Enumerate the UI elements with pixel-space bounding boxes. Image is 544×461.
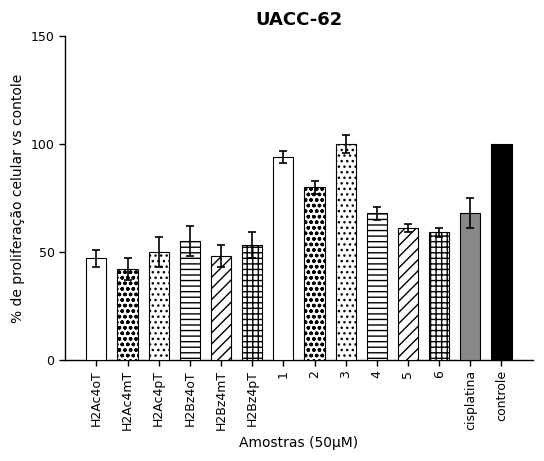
Bar xyxy=(460,213,480,360)
Bar xyxy=(86,258,107,360)
X-axis label: Amostras (50μM): Amostras (50μM) xyxy=(239,436,358,450)
Bar xyxy=(180,241,200,360)
Bar xyxy=(273,157,293,360)
Bar xyxy=(305,187,325,360)
Y-axis label: % de proliferação celular vs contole: % de proliferação celular vs contole xyxy=(11,73,25,323)
Title: UACC-62: UACC-62 xyxy=(255,11,343,29)
Bar xyxy=(118,269,138,360)
Bar xyxy=(336,144,356,360)
Bar xyxy=(398,228,418,360)
Bar xyxy=(149,252,169,360)
Bar xyxy=(367,213,387,360)
Bar xyxy=(242,245,262,360)
Bar xyxy=(429,232,449,360)
Bar xyxy=(211,256,231,360)
Bar xyxy=(491,144,511,360)
